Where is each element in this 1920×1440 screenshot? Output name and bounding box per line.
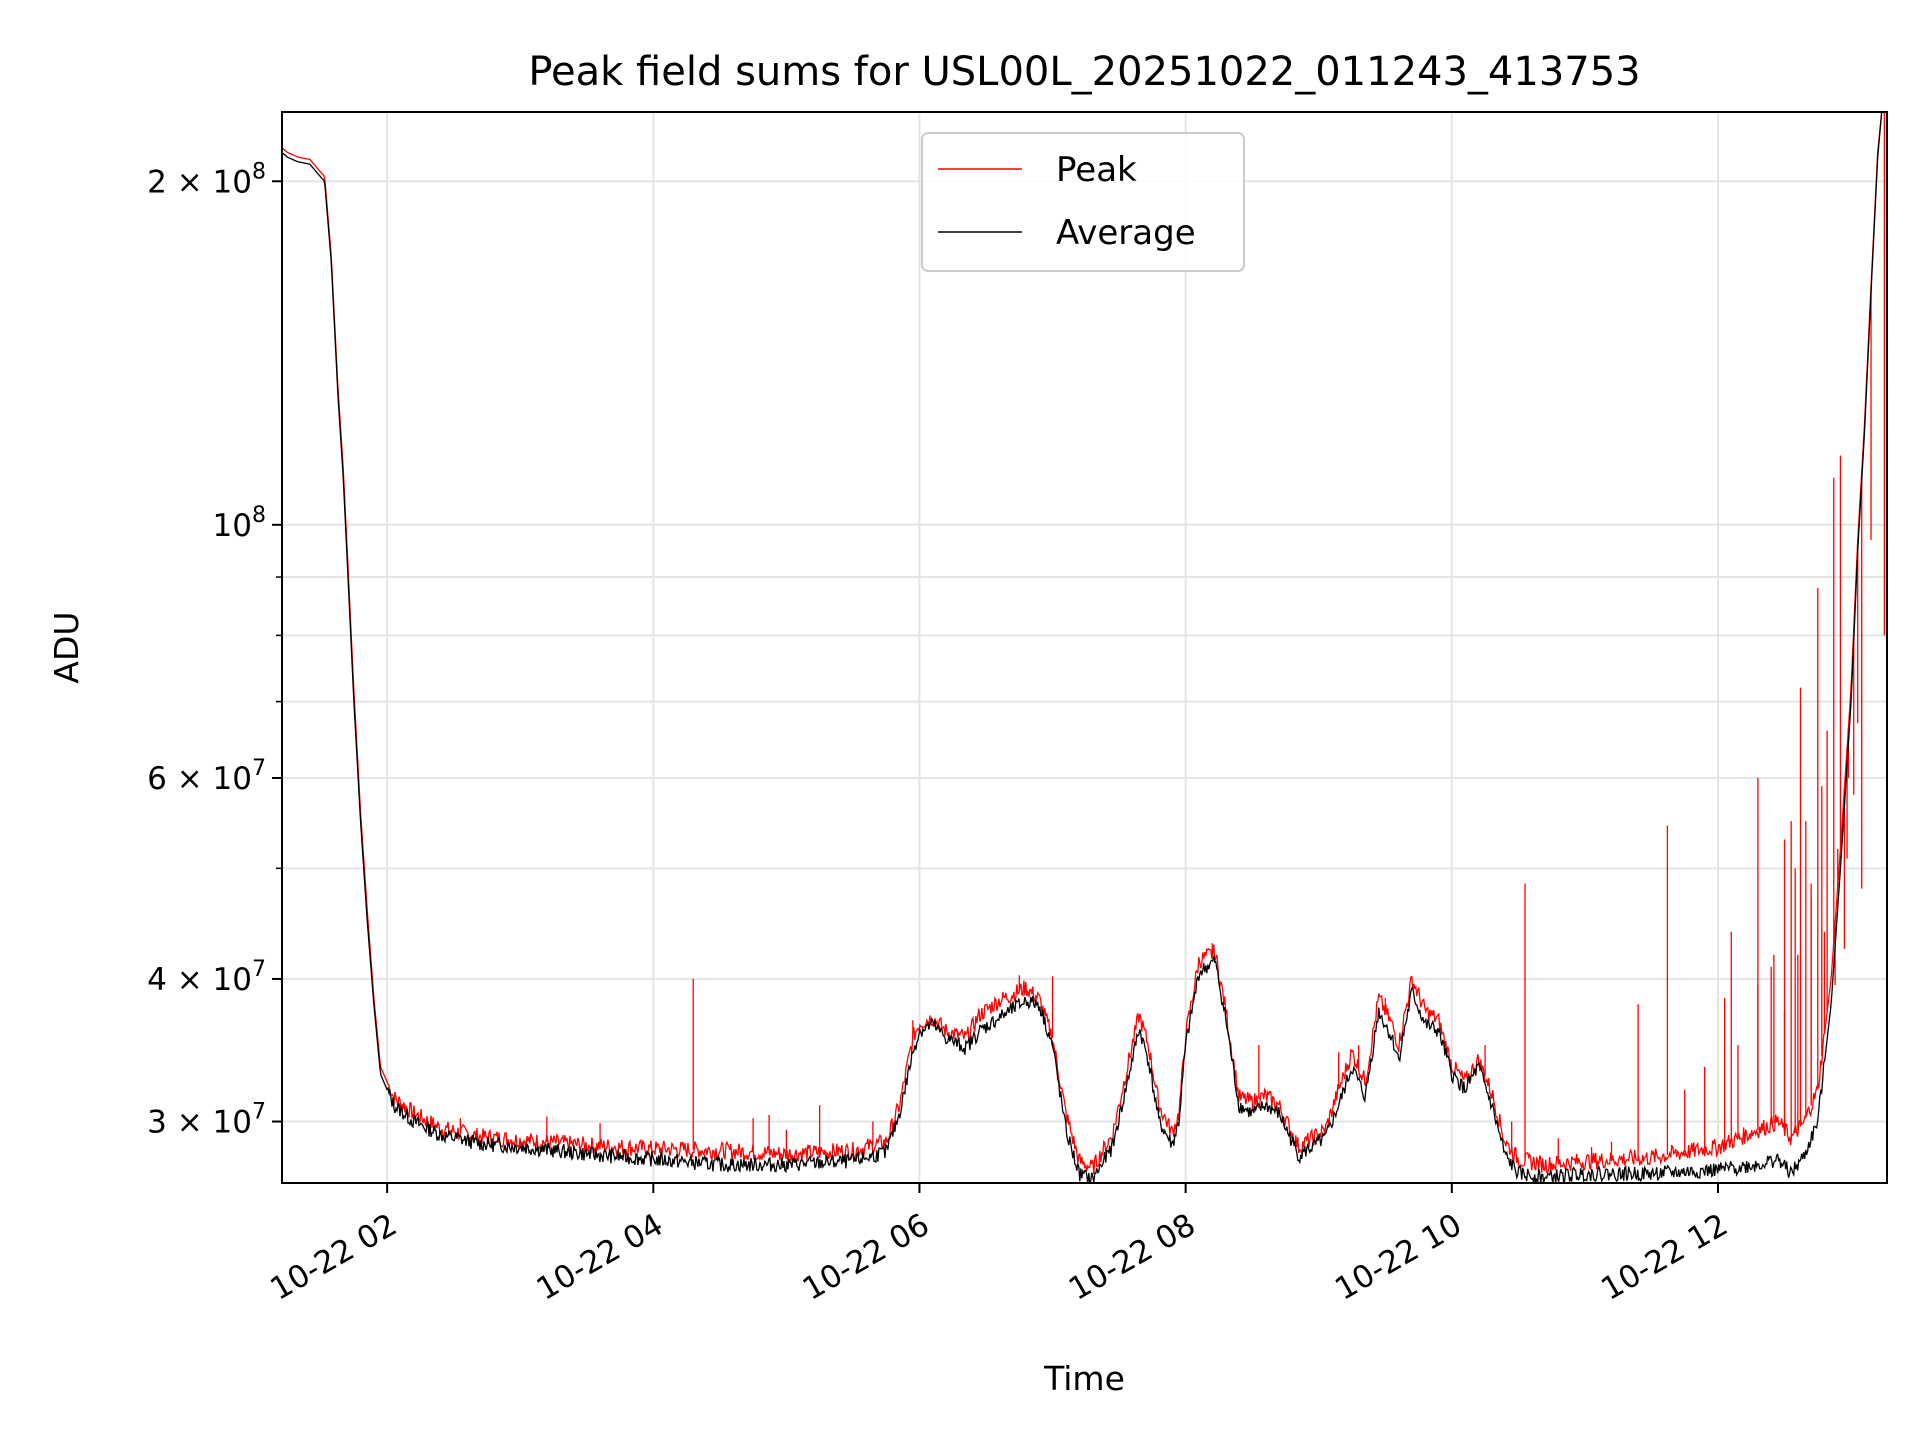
y-tick-label: 4 × 107 [147,957,266,998]
data-layer [282,112,1885,1183]
chart-title: Peak field sums for USL00L_20251022_0112… [528,49,1640,95]
y-axis-ticks: 3 × 107 4 × 107 6 × 107 108 2 × 108 [147,159,282,1141]
y-tick-label: 2 × 108 [147,159,266,200]
series-line-peak [282,112,1883,1175]
y-tick-label: 6 × 107 [147,756,266,797]
y-axis-label: ADU [47,611,86,683]
legend-label-peak: Peak [1056,150,1137,190]
plot-frame [281,111,1888,1184]
grid-layer [282,112,1887,1183]
y-tick-label: 3 × 107 [147,1100,266,1141]
x-axis-label: Time [1043,1359,1125,1398]
legend: Peak Average [921,132,1245,272]
y-tick-label: 108 [213,503,266,544]
legend-box [921,132,1245,272]
series-line-average [282,112,1883,1183]
legend-label-average: Average [1056,213,1196,253]
